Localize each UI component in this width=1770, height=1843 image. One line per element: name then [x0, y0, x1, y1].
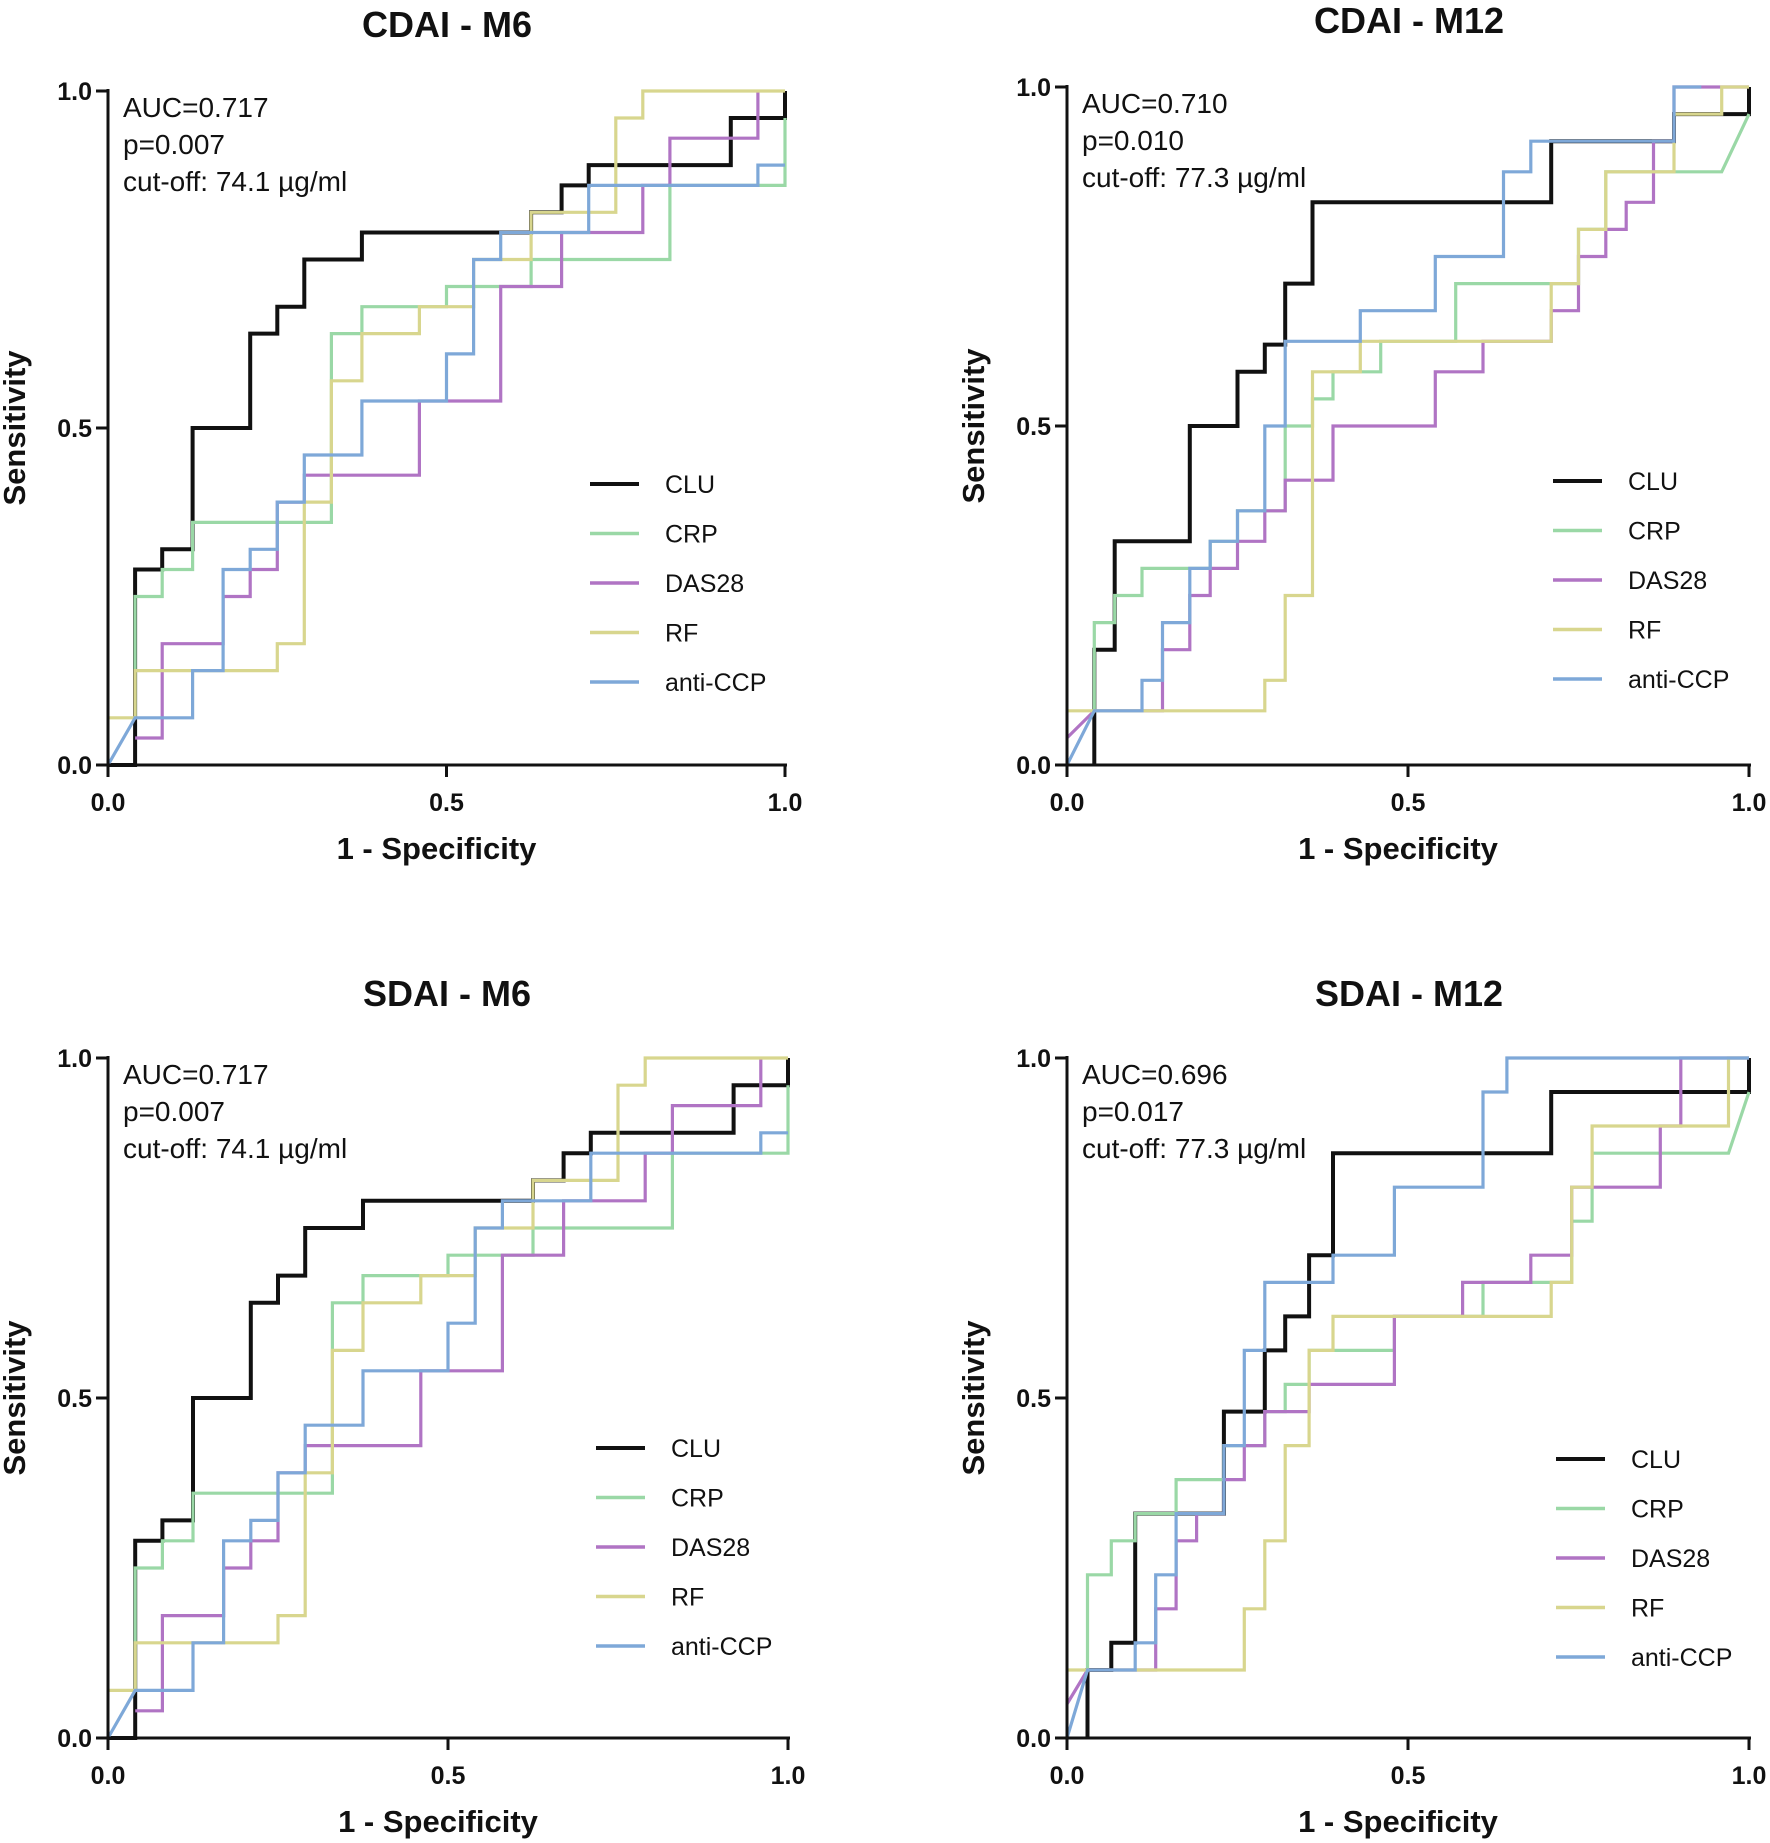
y-tick-label: 1.0	[1016, 1045, 1051, 1073]
chart-title: SDAI - M12	[1315, 973, 1503, 1014]
legend-label: RF	[1628, 617, 1661, 645]
legend-label: RF	[1631, 1595, 1664, 1623]
legend-label: CLU	[665, 471, 715, 499]
x-tick-label: 1.0	[771, 1762, 806, 1790]
legend-label: anti-CCP	[1628, 666, 1729, 694]
roc-panel-4: SDAI - M12 0.0 0.0 0.5 0.5 1.0 1.0 1 - Specific…	[956, 973, 1766, 1839]
y-tick-label: 0.5	[57, 415, 92, 443]
series-line-das28	[1065, 85, 1749, 740]
series-line-crp	[133, 118, 787, 718]
legend-label: anti-CCP	[671, 1633, 772, 1661]
x-tick-label: 1.0	[768, 789, 803, 817]
series-line-crp	[133, 1085, 790, 1691]
annotation-text: AUC=0.717	[123, 1059, 269, 1090]
x-tick-label: 0.5	[431, 1762, 466, 1790]
y-tick-label: 1.0	[57, 1045, 92, 1073]
series-line-anti-ccp	[106, 1131, 788, 1739]
legend-label: RF	[671, 1584, 704, 1612]
legend-label: anti-CCP	[665, 669, 766, 697]
annotation-text: AUC=0.717	[123, 92, 269, 123]
annotation-text: p=0.007	[123, 1096, 225, 1127]
legend: CLU CRP DAS28 RF anti-CCP	[1556, 1446, 1732, 1672]
annotation-text: cut-off: 74.1 µg/ml	[123, 166, 347, 197]
y-tick-label: 0.0	[1016, 752, 1051, 780]
y-tick-label: 0.5	[1016, 1385, 1051, 1413]
legend-label: DAS28	[1628, 567, 1707, 595]
x-tick-label: 0.5	[429, 789, 464, 817]
legend-label: CRP	[665, 521, 718, 549]
x-tick-label: 0.0	[1050, 789, 1085, 817]
series-line-crp	[1085, 1091, 1751, 1670]
chart-title: CDAI - M6	[362, 4, 532, 45]
x-tick-label: 0.0	[91, 789, 126, 817]
series-line-clu	[1085, 1058, 1751, 1738]
series-line-clu	[108, 1058, 790, 1740]
series-line-clu	[108, 91, 787, 767]
annotation-text: p=0.010	[1082, 125, 1184, 156]
y-tick-label: 0.0	[57, 1725, 92, 1753]
legend: CLU CRP DAS28 RF anti-CCP	[1553, 468, 1729, 694]
series-line-rf	[108, 1056, 788, 1692]
y-tick-label: 0.5	[1016, 413, 1051, 441]
annotation-text: p=0.017	[1082, 1096, 1184, 1127]
series-line-rf	[1067, 1056, 1749, 1672]
x-tick-label: 1.0	[1732, 789, 1767, 817]
x-axis-label: 1 - Specificity	[1298, 1804, 1499, 1839]
x-tick-label: 0.0	[1050, 1762, 1085, 1790]
roc-panel-2: CDAI - M12 0.0 0.0 0.5 0.5 1.0 1.0 1 - Specific…	[956, 0, 1766, 866]
legend-label: CLU	[671, 1435, 721, 1463]
annotation-text: AUC=0.696	[1082, 1059, 1228, 1090]
legend: CLU CRP DAS28 RF anti-CCP	[590, 471, 766, 697]
roc-panel-3: SDAI - M6 0.0 0.0 0.5 0.5 1.0 1.0 1 - Specifici…	[0, 973, 805, 1839]
y-tick-label: 1.0	[57, 78, 92, 106]
annotation-text: p=0.007	[123, 129, 225, 160]
legend-label: CRP	[1628, 518, 1681, 546]
legend-label: DAS28	[665, 570, 744, 598]
roc-panel-1: CDAI - M6 0.0 0.0 0.5 0.5 1.0 1.0 1 - Specifici…	[0, 4, 802, 866]
y-tick-label: 0.0	[57, 752, 92, 780]
y-axis-label: Sensitivity	[956, 1320, 991, 1476]
y-axis-label: Sensitivity	[956, 348, 991, 504]
x-tick-label: 0.0	[91, 1762, 126, 1790]
y-tick-label: 0.0	[1016, 1725, 1051, 1753]
y-axis-label: Sensitivity	[0, 350, 32, 506]
chart-title: CDAI - M12	[1314, 0, 1504, 41]
y-tick-label: 1.0	[1016, 74, 1051, 102]
annotation-text: cut-off: 77.3 µg/ml	[1082, 1133, 1306, 1164]
x-tick-label: 1.0	[1732, 1762, 1767, 1790]
annotation-text: AUC=0.710	[1082, 88, 1228, 119]
annotation-text: cut-off: 74.1 µg/ml	[123, 1133, 347, 1164]
legend-label: RF	[665, 620, 698, 648]
legend-label: CLU	[1628, 468, 1678, 496]
legend: CLU CRP DAS28 RF anti-CCP	[596, 1435, 772, 1661]
x-axis-label: 1 - Specificity	[337, 831, 538, 866]
x-axis-label: 1 - Specificity	[1298, 831, 1499, 866]
chart-title: SDAI - M6	[363, 973, 531, 1014]
annotation-text: cut-off: 77.3 µg/ml	[1082, 162, 1306, 193]
series-line-anti-ccp	[1065, 1056, 1749, 1739]
x-tick-label: 0.5	[1391, 1762, 1426, 1790]
legend-label: CRP	[1631, 1496, 1684, 1524]
legend-label: CRP	[671, 1485, 724, 1513]
legend-label: anti-CCP	[1631, 1644, 1732, 1672]
legend-label: DAS28	[1631, 1545, 1710, 1573]
x-axis-label: 1 - Specificity	[338, 1804, 539, 1839]
legend-label: CLU	[1631, 1446, 1681, 1474]
legend-label: DAS28	[671, 1534, 750, 1562]
series-line-anti-ccp	[1065, 85, 1702, 766]
x-tick-label: 0.5	[1391, 789, 1426, 817]
y-axis-label: Sensitivity	[0, 1320, 32, 1476]
series-line-rf	[108, 89, 785, 720]
y-tick-label: 0.5	[57, 1385, 92, 1413]
series-line-anti-ccp	[106, 163, 785, 766]
